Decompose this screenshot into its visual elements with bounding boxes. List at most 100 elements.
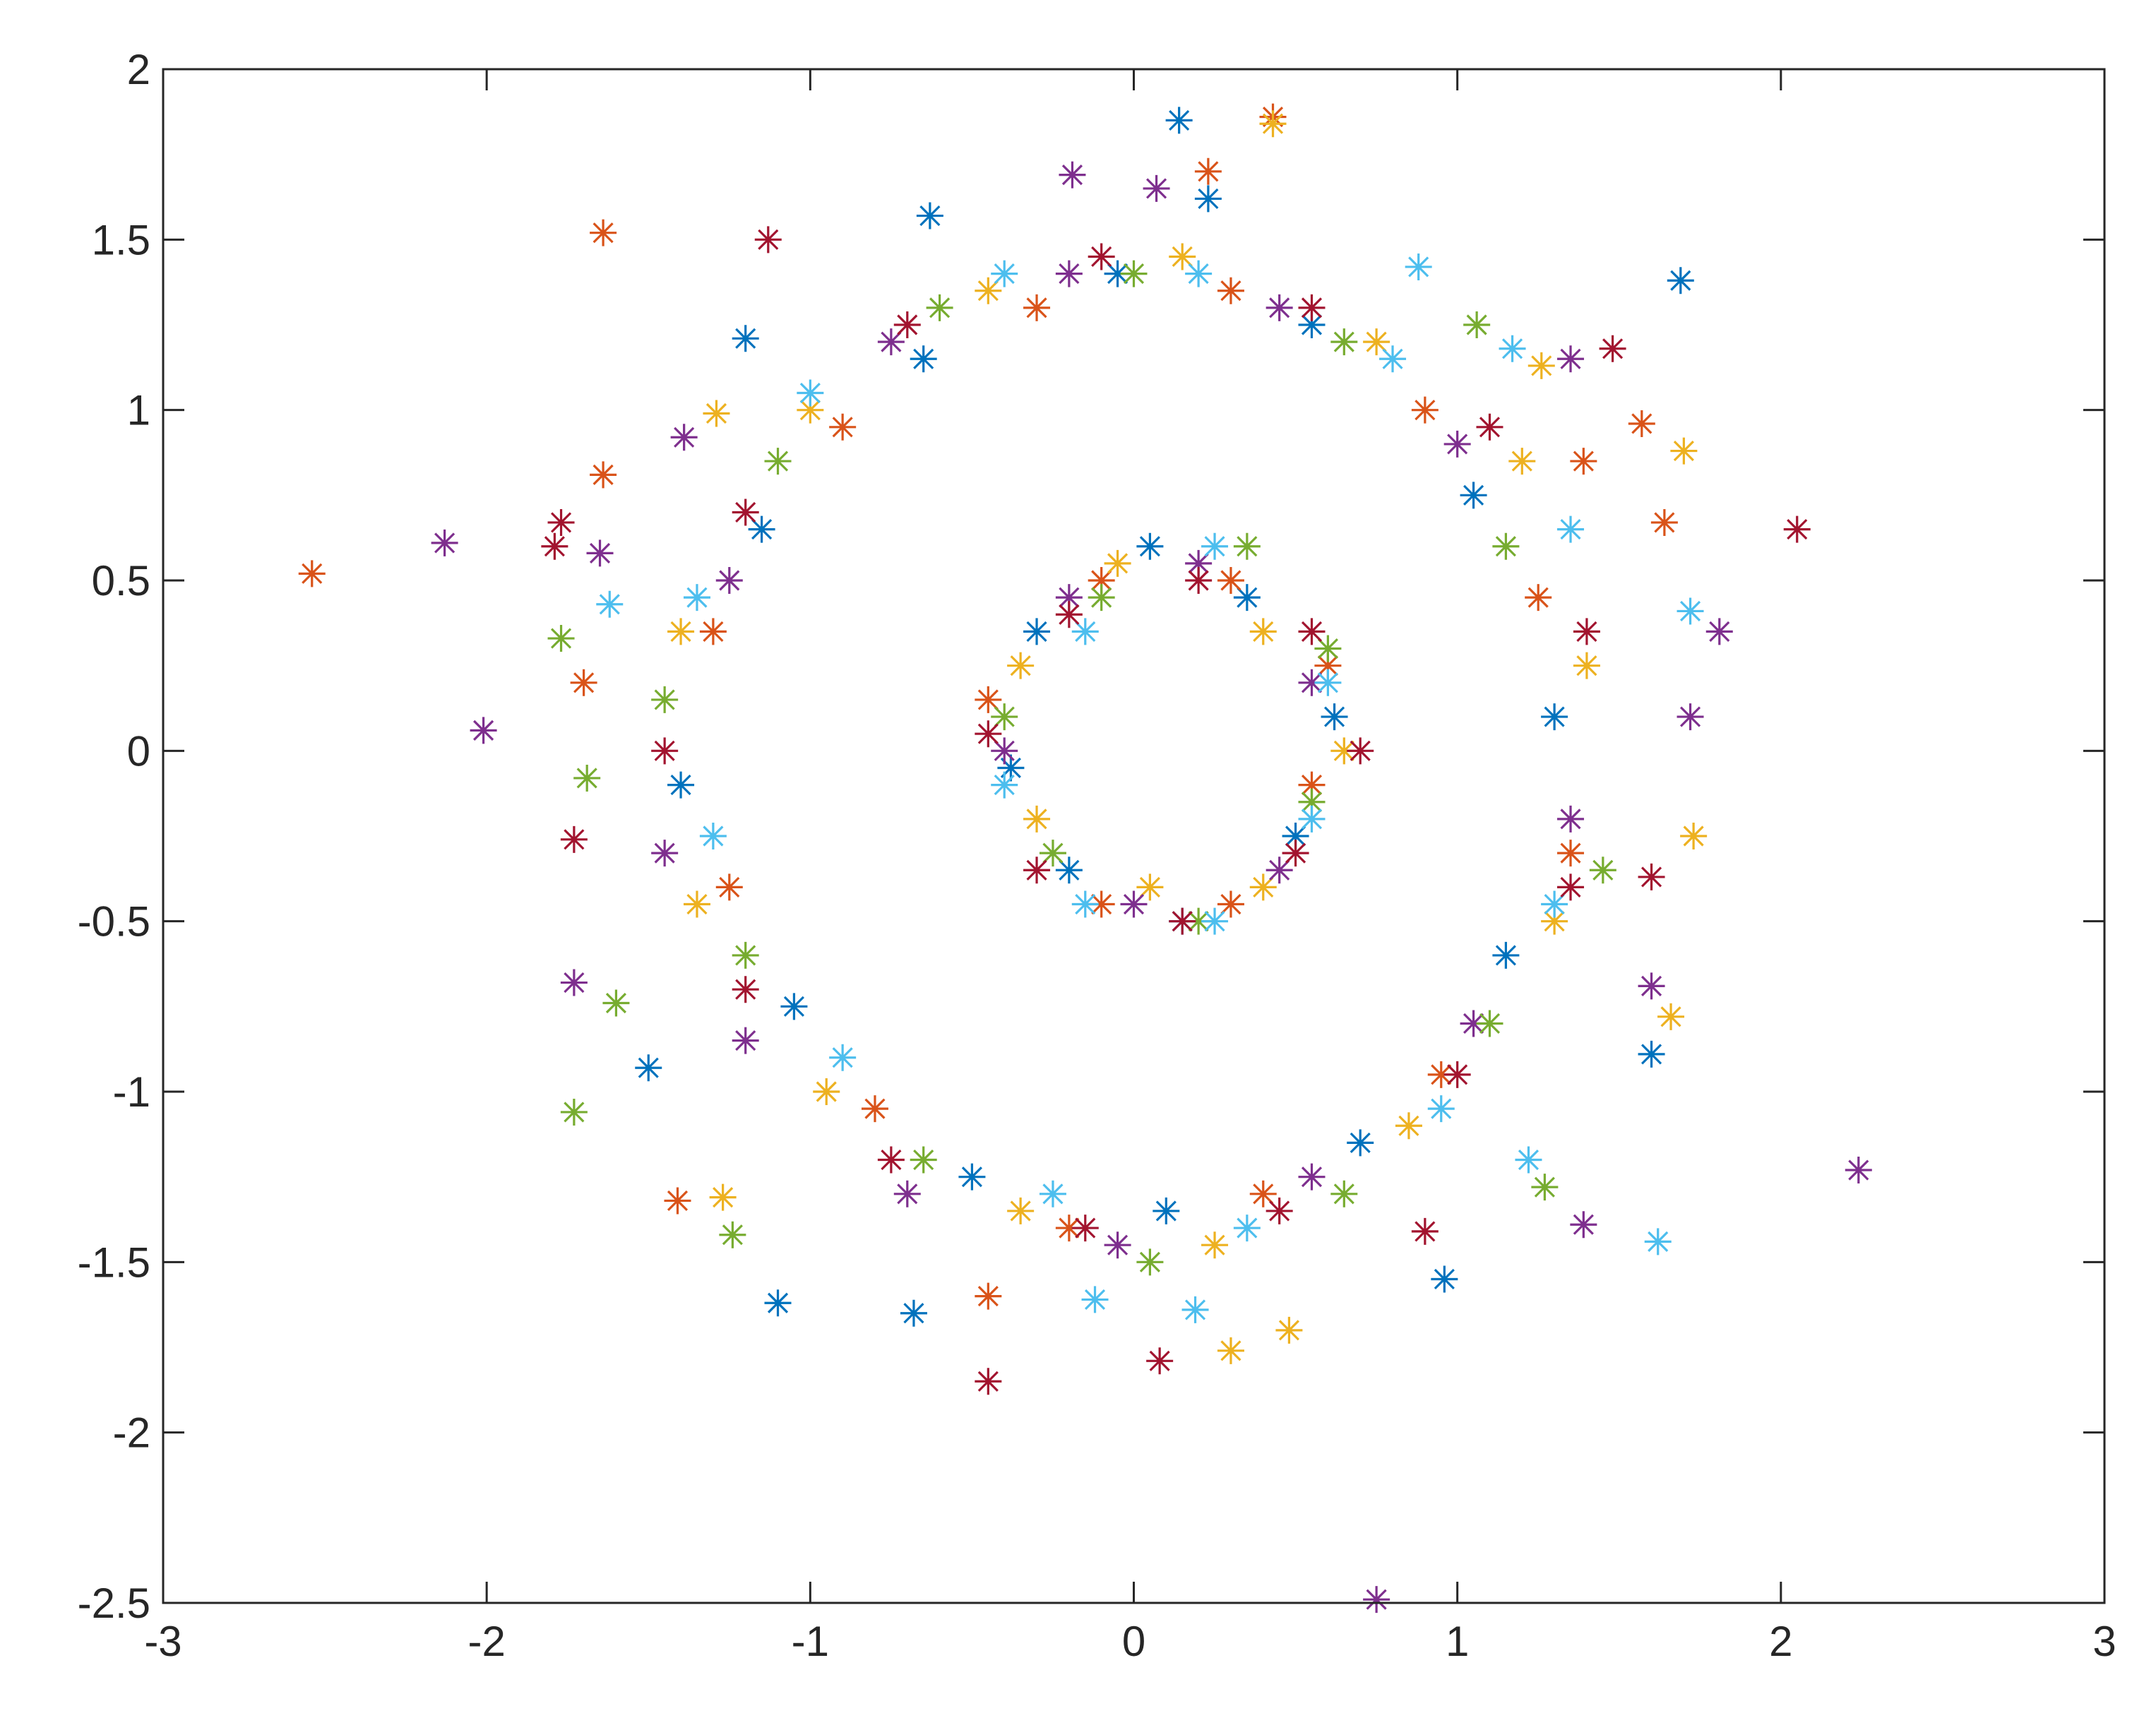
asterisk xyxy=(1146,1347,1174,1375)
asterisk xyxy=(764,448,792,475)
asterisk xyxy=(754,226,782,253)
point xyxy=(1783,515,1811,543)
asterisk xyxy=(1427,1061,1455,1088)
point xyxy=(1363,328,1390,356)
asterisk xyxy=(1298,771,1326,799)
asterisk xyxy=(1249,618,1277,645)
asterisk xyxy=(1314,635,1342,662)
asterisk xyxy=(1321,703,1348,731)
point xyxy=(1638,863,1665,890)
point xyxy=(1201,907,1229,935)
asterisk xyxy=(1541,703,1568,731)
point xyxy=(1314,652,1342,679)
asterisk xyxy=(1265,294,1293,321)
asterisk xyxy=(667,618,695,645)
point xyxy=(541,532,568,560)
point xyxy=(547,625,575,652)
asterisk xyxy=(991,703,1018,731)
x-tick-label: -2 xyxy=(467,1618,505,1665)
asterisk xyxy=(1104,260,1131,287)
asterisk xyxy=(1476,1010,1503,1037)
asterisk xyxy=(1599,335,1626,362)
asterisk xyxy=(1153,1197,1180,1224)
asterisk xyxy=(699,823,727,849)
asterisk xyxy=(1081,1286,1109,1313)
point xyxy=(1088,567,1115,594)
point xyxy=(1217,277,1244,304)
asterisk xyxy=(877,328,905,356)
point xyxy=(1088,243,1115,270)
point xyxy=(1443,430,1471,458)
point xyxy=(958,1163,986,1191)
asterisk xyxy=(926,294,953,321)
asterisk xyxy=(1330,1180,1358,1207)
x-tick-label: 1 xyxy=(1446,1618,1469,1665)
point xyxy=(975,1368,1002,1395)
point xyxy=(1443,1061,1471,1088)
point xyxy=(1275,1316,1303,1344)
y-tick-label: -0.5 xyxy=(78,898,150,946)
point xyxy=(703,400,730,427)
asterisk xyxy=(1249,873,1277,901)
asterisk xyxy=(1531,1174,1559,1201)
asterisk xyxy=(991,771,1018,799)
point xyxy=(651,737,679,765)
asterisk xyxy=(1023,857,1051,884)
asterisk xyxy=(975,1282,1002,1310)
asterisk xyxy=(1492,532,1520,560)
asterisk xyxy=(1217,277,1244,304)
point xyxy=(1194,185,1222,213)
point xyxy=(1169,243,1196,270)
point xyxy=(1527,352,1555,379)
x-tick-label: 3 xyxy=(2092,1618,2116,1665)
point xyxy=(1347,1129,1374,1157)
point xyxy=(877,1146,905,1174)
asterisk xyxy=(1233,584,1261,612)
asterisk xyxy=(1055,857,1083,884)
point xyxy=(1282,823,1309,849)
asterisk xyxy=(1845,1157,1872,1184)
point xyxy=(1185,907,1213,935)
point xyxy=(667,771,695,799)
point xyxy=(1508,448,1536,475)
point xyxy=(1525,584,1552,612)
point xyxy=(975,686,1002,713)
point xyxy=(470,717,497,744)
point xyxy=(1055,1215,1083,1242)
asterisk xyxy=(900,1299,927,1327)
asterisk xyxy=(1314,652,1342,679)
point xyxy=(709,1183,737,1211)
point xyxy=(1136,1248,1164,1276)
point xyxy=(893,311,921,338)
asterisk xyxy=(298,560,326,587)
asterisk xyxy=(1233,1215,1261,1242)
asterisk xyxy=(683,584,710,612)
point xyxy=(1201,532,1229,560)
asterisk xyxy=(1185,260,1213,287)
asterisk xyxy=(1638,972,1665,1000)
asterisk xyxy=(541,532,568,560)
point xyxy=(431,529,458,556)
asterisk xyxy=(1573,618,1600,645)
asterisk xyxy=(1570,448,1597,475)
asterisk xyxy=(1676,597,1704,625)
asterisk xyxy=(1650,508,1678,536)
asterisk xyxy=(1059,161,1086,189)
point xyxy=(590,219,617,246)
point xyxy=(560,825,588,853)
point xyxy=(1023,805,1051,833)
asterisk xyxy=(670,424,698,451)
point xyxy=(1573,618,1600,645)
point xyxy=(1185,549,1213,577)
point xyxy=(1136,532,1164,560)
point xyxy=(1405,253,1432,280)
asterisk xyxy=(1088,567,1115,594)
asterisk xyxy=(664,1187,691,1215)
y-tick-label: 0.5 xyxy=(92,557,150,604)
asterisk xyxy=(570,669,597,696)
point xyxy=(715,567,743,594)
asterisk xyxy=(1644,1228,1672,1255)
asterisk xyxy=(1508,448,1536,475)
asterisk xyxy=(1298,311,1326,338)
